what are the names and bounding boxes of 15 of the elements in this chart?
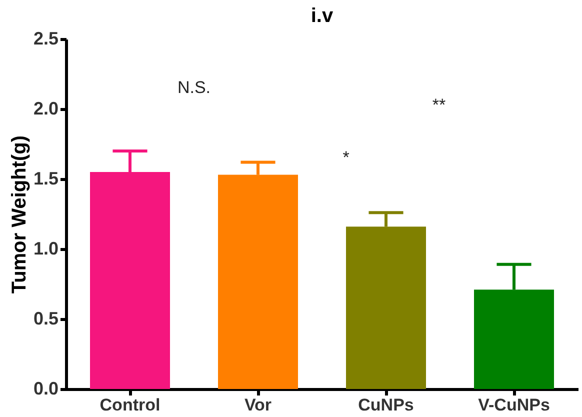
y-tick-label: 2.5 [33, 28, 58, 48]
y-tick-label: 0.0 [33, 378, 58, 398]
x-tick-label: Control [100, 396, 160, 414]
y-tick-label: 1.5 [33, 168, 58, 188]
x-tick-label: CuNPs [358, 396, 414, 414]
annotation: ** [432, 96, 446, 114]
chart-title: i.v [310, 5, 334, 27]
y-axis-title: Tumor Weight(g) [8, 135, 30, 294]
y-tick-label: 2.0 [33, 98, 58, 118]
annotation: N.S. [177, 78, 211, 97]
x-tick-label: Vor [244, 396, 272, 414]
y-tick-label: 0.5 [33, 308, 58, 328]
annotation: * [342, 148, 350, 167]
y-tick-label: 1.0 [33, 238, 58, 258]
x-tick-label: V-CuNPs [478, 396, 550, 414]
